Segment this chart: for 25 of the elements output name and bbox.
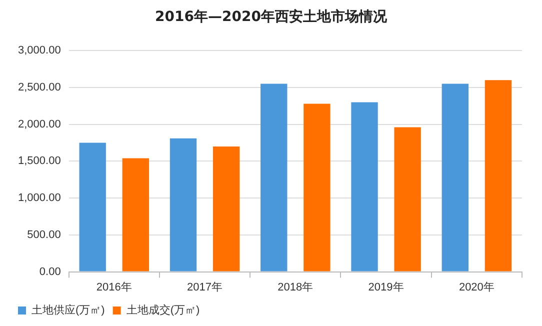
legend-label: 土地供应(万㎡) xyxy=(32,304,105,317)
bar xyxy=(304,104,330,272)
bar xyxy=(170,138,197,272)
x-tick-label: 2017年 xyxy=(187,281,223,294)
y-tick-label: 2,500.00 xyxy=(18,82,61,94)
bar xyxy=(351,102,378,272)
y-tick-label: 500.00 xyxy=(27,228,61,241)
x-tick-label: 2020年 xyxy=(458,281,494,294)
bar xyxy=(394,127,421,272)
bar xyxy=(79,142,106,272)
y-tick-label: 3,000.00 xyxy=(18,44,61,57)
y-tick-label: 2,000.00 xyxy=(18,118,61,130)
y-tick-label: 0.00 xyxy=(39,266,61,278)
x-tick-label: 2018年 xyxy=(278,281,314,294)
x-tick-label: 2016年 xyxy=(96,281,132,294)
y-tick-label: 1,500.00 xyxy=(18,155,61,168)
bar xyxy=(212,146,240,272)
y-tick-label: 1,000.00 xyxy=(18,192,61,204)
x-tick-label: 2019年 xyxy=(368,281,404,294)
chart-title: 2016年—2020年西安土地市场情况 xyxy=(154,8,388,26)
bar xyxy=(260,84,288,272)
bar xyxy=(122,158,150,272)
bar xyxy=(442,84,468,272)
legend-label: 土地成交(万㎡) xyxy=(126,304,200,317)
bar xyxy=(484,80,512,272)
